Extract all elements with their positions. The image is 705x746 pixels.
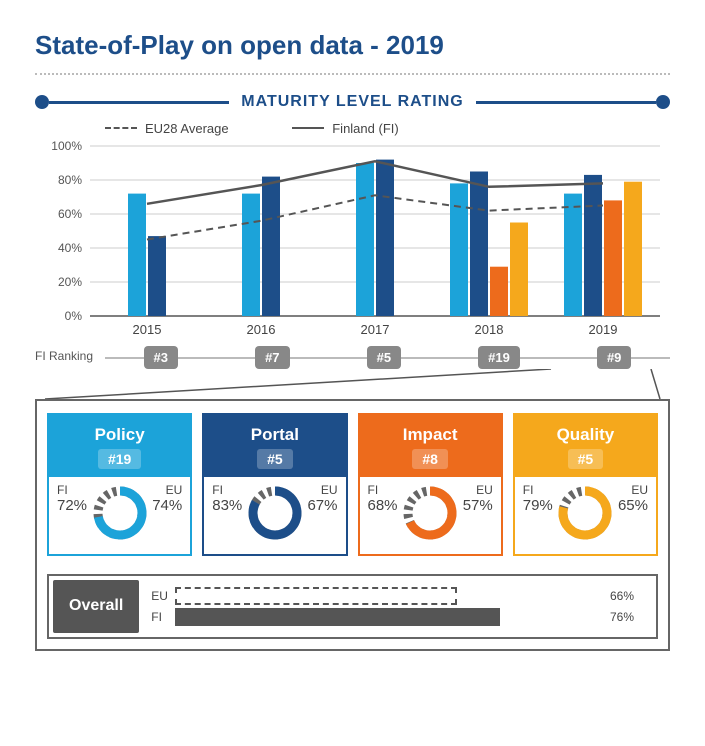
callout-lines [35, 369, 670, 401]
rank-badge: #5 [367, 346, 401, 369]
svg-text:80%: 80% [58, 173, 82, 187]
eu-label: EU [463, 483, 493, 497]
fi-value: 79% [523, 497, 553, 514]
dimension-card: Portal #5 FI83% EU67% [202, 413, 347, 556]
overall-fi-value: 76% [610, 610, 644, 624]
donut-chart [400, 483, 460, 546]
eu-value: 67% [307, 497, 337, 514]
rank-badge: #3 [144, 346, 178, 369]
svg-text:2019: 2019 [589, 322, 618, 337]
overall-panel: Overall EU 66% FI 76% [47, 574, 658, 639]
dimension-cards: Policy#19FI72%EU74%Portal#5FI83%EU67%Imp… [35, 399, 670, 651]
subtitle-bar: MATURITY LEVEL RATING [35, 93, 670, 111]
legend-eu: EU28 Average [145, 121, 229, 136]
rank-badge: #9 [597, 346, 631, 369]
card-rank: #5 [257, 449, 293, 469]
donut-chart [555, 483, 615, 546]
donut-chart [90, 483, 150, 546]
subtitle: MATURITY LEVEL RATING [229, 93, 475, 111]
eu-value: 57% [463, 497, 493, 514]
svg-text:2017: 2017 [361, 322, 390, 337]
ranking-row: FI Ranking #3 #7 #5 #19 #9 [35, 346, 670, 369]
overall-eu-value: 66% [610, 589, 644, 603]
overall-fi-label: FI [151, 610, 175, 624]
overall-eu-label: EU [151, 589, 175, 603]
card-name: Portal [208, 425, 341, 445]
fi-label: FI [212, 483, 242, 497]
card-name: Policy [53, 425, 186, 445]
page-title: State-of-Play on open data - 2019 [35, 30, 670, 61]
chart-legend: EU28 Average Finland (FI) [105, 117, 670, 136]
dimension-card: Quality #5 FI79% EU65% [513, 413, 658, 556]
svg-text:60%: 60% [58, 207, 82, 221]
fi-value: 68% [368, 497, 398, 514]
svg-text:0%: 0% [65, 309, 83, 323]
fi-label: FI [57, 483, 87, 497]
card-name: Impact [364, 425, 497, 445]
overall-eu-bar [175, 587, 457, 605]
rank-badge: #7 [255, 346, 289, 369]
legend-fi: Finland (FI) [332, 121, 398, 136]
fi-value: 72% [57, 497, 87, 514]
svg-text:2015: 2015 [133, 322, 162, 337]
eu-label: EU [618, 483, 648, 497]
svg-text:2016: 2016 [247, 322, 276, 337]
eu-label: EU [307, 483, 337, 497]
eu-value: 74% [152, 497, 182, 514]
card-rank: #8 [412, 449, 448, 469]
svg-text:40%: 40% [58, 241, 82, 255]
donut-chart [245, 483, 305, 546]
eu-value: 65% [618, 497, 648, 514]
svg-text:100%: 100% [51, 140, 82, 153]
card-rank: #5 [568, 449, 604, 469]
ranking-label: FI Ranking [35, 350, 105, 363]
maturity-chart: 0% 20% 40% 60% 80% 100% 2015 2016 2017 2018 2019 [35, 140, 670, 340]
card-name: Quality [519, 425, 652, 445]
dimension-card: Impact #8 FI68% EU57% [358, 413, 503, 556]
divider [35, 73, 670, 75]
eu-label: EU [152, 483, 182, 497]
svg-text:20%: 20% [58, 275, 82, 289]
fi-value: 83% [212, 497, 242, 514]
card-rank: #19 [98, 449, 141, 469]
overall-fi-bar [175, 608, 499, 626]
ranking-track: #3 #7 #5 #19 #9 [105, 346, 670, 369]
overall-label: Overall [53, 580, 139, 633]
fi-label: FI [523, 483, 553, 497]
rank-badge: #19 [478, 346, 520, 369]
svg-text:2018: 2018 [475, 322, 504, 337]
fi-label: FI [368, 483, 398, 497]
dimension-card: Policy #19 FI72% EU74% [47, 413, 192, 556]
